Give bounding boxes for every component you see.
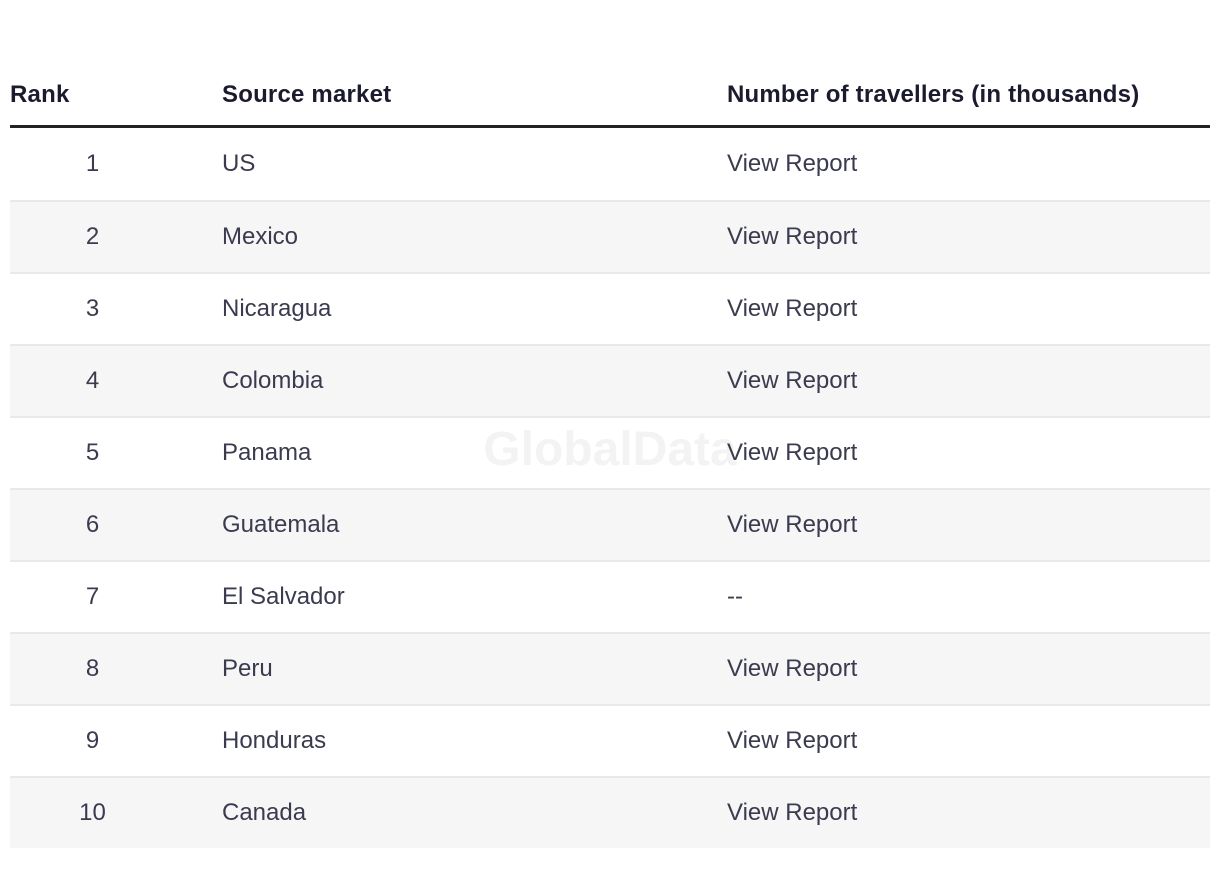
market-cell: Canada [222,799,307,826]
market-cell: Peru [222,655,273,682]
rank-cell: 8 [85,655,100,682]
table-row: 7 El Salvador -- [10,560,1210,632]
view-report-link[interactable]: View Report [727,727,858,754]
view-report-link[interactable]: View Report [727,150,858,177]
column-header-rank: Rank [10,81,70,108]
rank-cell: 3 [85,295,100,322]
market-cell: US [222,150,256,177]
rank-cell: 5 [85,439,100,466]
rank-cell: 1 [85,150,100,177]
column-header-source-market: Source market [222,81,392,108]
table-row: 2 Mexico View Report [10,200,1210,272]
market-cell: Colombia [222,367,324,394]
view-report-link[interactable]: View Report [727,655,858,682]
rank-cell: 2 [85,223,100,250]
view-report-link[interactable]: View Report [727,799,858,826]
table-body: 1 US View Report 2 Mexico View Report 3 … [10,128,1210,848]
market-cell: Guatemala [222,511,340,538]
view-report-link[interactable]: View Report [727,439,858,466]
market-cell: Honduras [222,727,327,754]
view-report-link[interactable]: View Report [727,223,858,250]
rank-cell: 9 [85,727,100,754]
view-report-link[interactable]: View Report [727,511,858,538]
market-cell: El Salvador [222,583,345,610]
view-report-link[interactable]: View Report [727,295,858,322]
rank-cell: 6 [85,511,100,538]
table-row: 6 Guatemala View Report [10,488,1210,560]
column-header-number-of-travellers: Number of travellers (in thousands) [727,81,1140,108]
table-row: 10 Canada View Report [10,776,1210,848]
travellers-table: Rank Source market Number of travellers … [10,65,1210,848]
table-header-row: Rank Source market Number of travellers … [10,65,1210,128]
view-report-link[interactable]: View Report [727,367,858,394]
rank-cell: 10 [79,799,106,826]
table-row: 8 Peru View Report [10,632,1210,704]
market-cell: Mexico [222,223,299,250]
table-row: 5 Panama View Report [10,416,1210,488]
table-row: 4 Colombia View Report [10,344,1210,416]
no-data-value: -- [727,583,743,610]
market-cell: Nicaragua [222,295,332,322]
market-cell: Panama [222,439,312,466]
table-row: 1 US View Report [10,128,1210,200]
table-row: 3 Nicaragua View Report [10,272,1210,344]
table-row: 9 Honduras View Report [10,704,1210,776]
rank-cell: 4 [85,367,100,394]
rank-cell: 7 [85,583,100,610]
